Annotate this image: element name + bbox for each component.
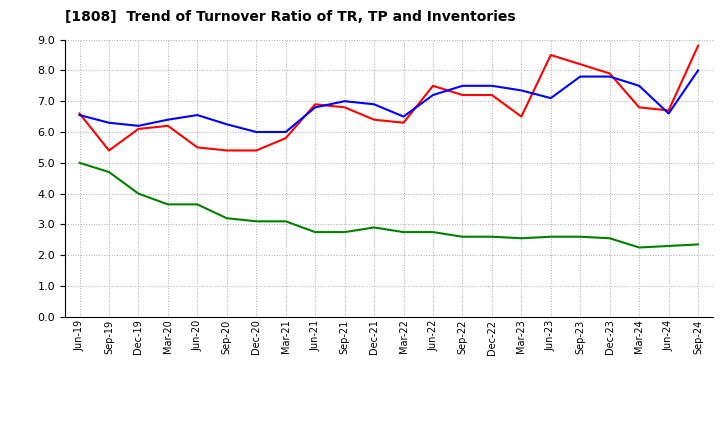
Inventories <box>193 202 202 207</box>
Trade Payables <box>487 83 496 88</box>
Trade Payables <box>576 74 585 79</box>
Inventories <box>282 219 290 224</box>
Trade Payables <box>341 99 349 104</box>
Inventories <box>75 160 84 165</box>
Inventories <box>487 234 496 239</box>
Inventories <box>606 235 614 241</box>
Trade Receivables <box>282 136 290 141</box>
Trade Payables <box>311 105 320 110</box>
Trade Payables <box>134 123 143 128</box>
Trade Payables <box>458 83 467 88</box>
Trade Payables <box>282 129 290 135</box>
Trade Receivables <box>163 123 172 128</box>
Trade Payables <box>163 117 172 122</box>
Line: Inventories: Inventories <box>79 163 698 247</box>
Inventories <box>222 216 231 221</box>
Trade Receivables <box>635 105 644 110</box>
Inventories <box>134 191 143 196</box>
Inventories <box>370 225 379 230</box>
Inventories <box>635 245 644 250</box>
Trade Receivables <box>399 120 408 125</box>
Inventories <box>311 230 320 235</box>
Line: Trade Receivables: Trade Receivables <box>79 46 698 150</box>
Trade Payables <box>104 120 113 125</box>
Trade Receivables <box>134 126 143 132</box>
Trade Receivables <box>517 114 526 119</box>
Inventories <box>546 234 555 239</box>
Trade Payables <box>665 111 673 116</box>
Inventories <box>517 235 526 241</box>
Trade Receivables <box>694 43 703 48</box>
Trade Payables <box>370 102 379 107</box>
Trade Receivables <box>428 83 437 88</box>
Trade Payables <box>606 74 614 79</box>
Trade Receivables <box>370 117 379 122</box>
Trade Payables <box>694 68 703 73</box>
Inventories <box>458 234 467 239</box>
Trade Payables <box>75 112 84 117</box>
Inventories <box>252 219 261 224</box>
Trade Receivables <box>487 92 496 98</box>
Trade Payables <box>517 88 526 93</box>
Inventories <box>576 234 585 239</box>
Trade Receivables <box>665 108 673 113</box>
Trade Receivables <box>546 52 555 58</box>
Inventories <box>694 242 703 247</box>
Inventories <box>399 230 408 235</box>
Trade Receivables <box>252 148 261 153</box>
Trade Payables <box>222 121 231 127</box>
Trade Receivables <box>104 148 113 153</box>
Inventories <box>163 202 172 207</box>
Inventories <box>665 243 673 249</box>
Inventories <box>104 169 113 175</box>
Trade Payables <box>252 129 261 135</box>
Trade Payables <box>193 112 202 117</box>
Trade Receivables <box>222 148 231 153</box>
Trade Receivables <box>193 145 202 150</box>
Text: [1808]  Trend of Turnover Ratio of TR, TP and Inventories: [1808] Trend of Turnover Ratio of TR, TP… <box>65 10 516 24</box>
Trade Receivables <box>311 102 320 107</box>
Inventories <box>428 230 437 235</box>
Trade Receivables <box>75 111 84 116</box>
Inventories <box>341 230 349 235</box>
Trade Receivables <box>458 92 467 98</box>
Trade Payables <box>635 83 644 88</box>
Trade Payables <box>399 114 408 119</box>
Trade Receivables <box>341 105 349 110</box>
Trade Payables <box>428 92 437 98</box>
Trade Receivables <box>606 71 614 76</box>
Trade Payables <box>546 95 555 101</box>
Line: Trade Payables: Trade Payables <box>79 70 698 132</box>
Trade Receivables <box>576 62 585 67</box>
